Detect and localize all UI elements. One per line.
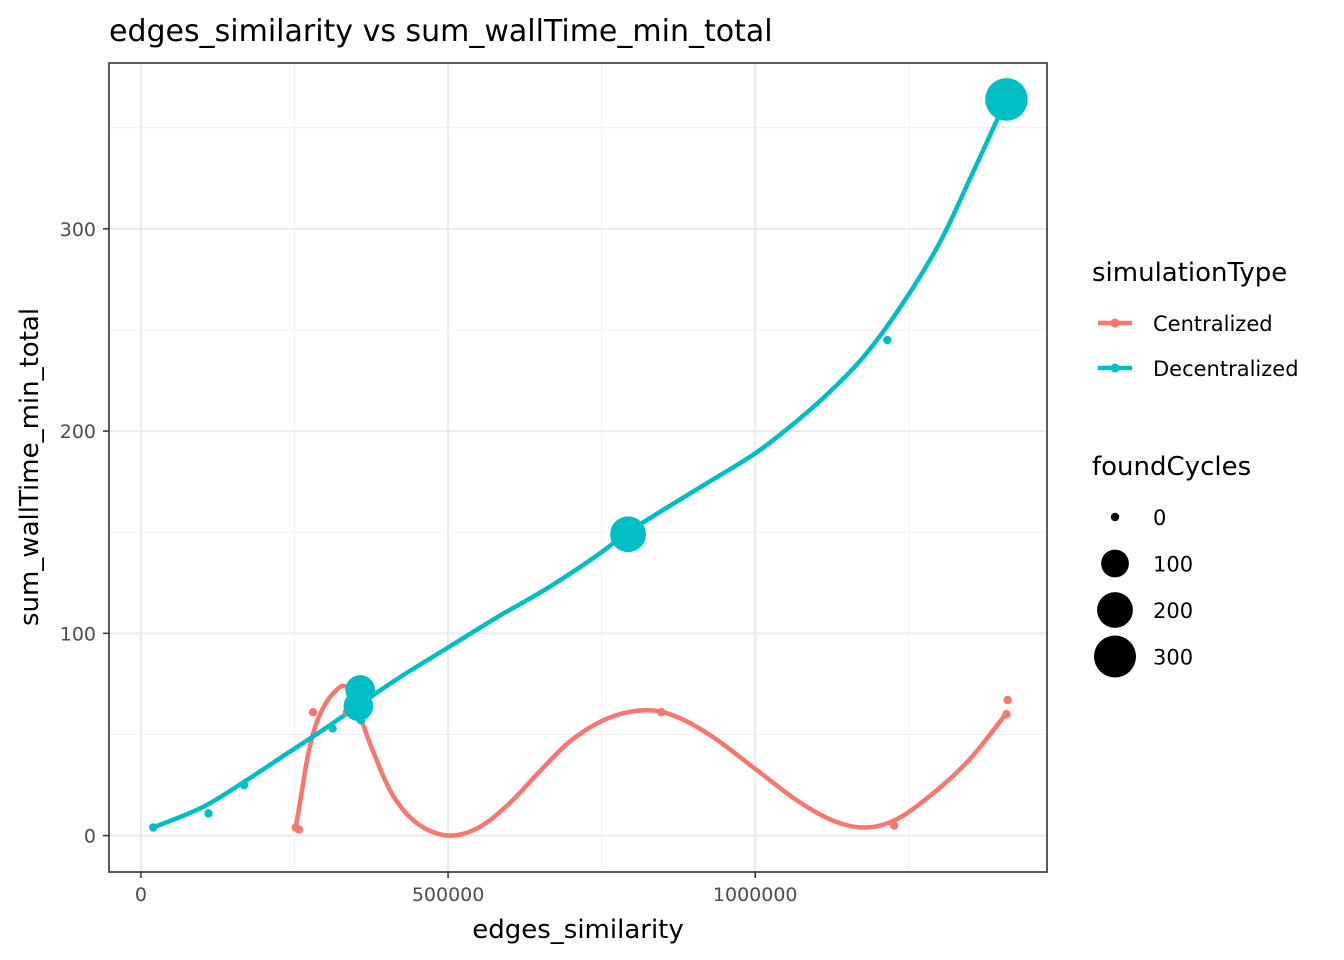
color-legend-title: simulationType — [1092, 258, 1287, 288]
size-legend-label: 100 — [1153, 553, 1193, 577]
size-legend-title: foundCycles — [1092, 452, 1251, 482]
color-legend-entries: Centralized Decentralized — [1098, 312, 1299, 381]
point-decentralized — [204, 809, 213, 818]
size-legend-dot — [1110, 512, 1120, 522]
x-axis-title: edges_similarity — [472, 915, 684, 945]
y-axis: 0 100 200 300 — [60, 219, 109, 848]
y-tick-label: 200 — [60, 421, 96, 443]
size-legend-label: 0 — [1153, 506, 1166, 530]
point-decentralized — [610, 516, 646, 553]
x-axis: 0 500000 1000000 — [135, 872, 798, 906]
size-legend-dot — [1097, 592, 1133, 628]
point-centralized — [308, 708, 318, 717]
point-centralized — [294, 825, 304, 834]
y-axis-title: sum_wallTime_min_total — [15, 308, 45, 626]
legend-label-decentralized: Decentralized — [1153, 357, 1299, 381]
point-decentralized — [883, 335, 892, 345]
y-tick-label: 0 — [84, 826, 96, 848]
legend-dot-centralized — [1110, 318, 1120, 328]
x-tick-label: 500000 — [412, 884, 485, 906]
point-decentralized — [356, 716, 366, 725]
panel-background — [109, 63, 1047, 872]
panel-border — [108, 62, 1048, 873]
chart-title: edges_similarity vs sum_wallTime_min_tot… — [109, 14, 773, 49]
point-decentralized — [345, 675, 376, 705]
legend-dot-decentralized — [1110, 363, 1120, 373]
point-decentralized — [985, 78, 1028, 121]
size-legend-dot — [1101, 549, 1129, 578]
size-legend-entries: 0 100 200 300 — [1093, 506, 1193, 678]
size-legend-label: 300 — [1153, 646, 1193, 670]
point-decentralized — [149, 823, 158, 832]
x-tick-label: 0 — [135, 884, 147, 906]
point-decentralized — [239, 780, 249, 790]
legend-label-centralized: Centralized — [1153, 312, 1273, 336]
y-tick-label: 100 — [60, 623, 96, 645]
grid-lines — [109, 63, 1047, 872]
size-legend-label: 200 — [1153, 599, 1193, 623]
y-tick-label: 300 — [60, 219, 96, 241]
point-centralized — [1002, 710, 1011, 719]
x-tick-label: 1000000 — [713, 884, 798, 906]
data-points — [149, 78, 1028, 834]
point-centralized — [889, 821, 899, 830]
plot-panel — [108, 62, 1048, 873]
point-centralized — [657, 708, 666, 717]
legend: simulationType CentralizedDecentralized … — [1092, 258, 1299, 678]
size-legend-dot — [1093, 635, 1137, 678]
point-centralized — [1003, 695, 1012, 705]
smooth-line-centralized — [293, 683, 1010, 838]
point-decentralized — [328, 724, 337, 733]
